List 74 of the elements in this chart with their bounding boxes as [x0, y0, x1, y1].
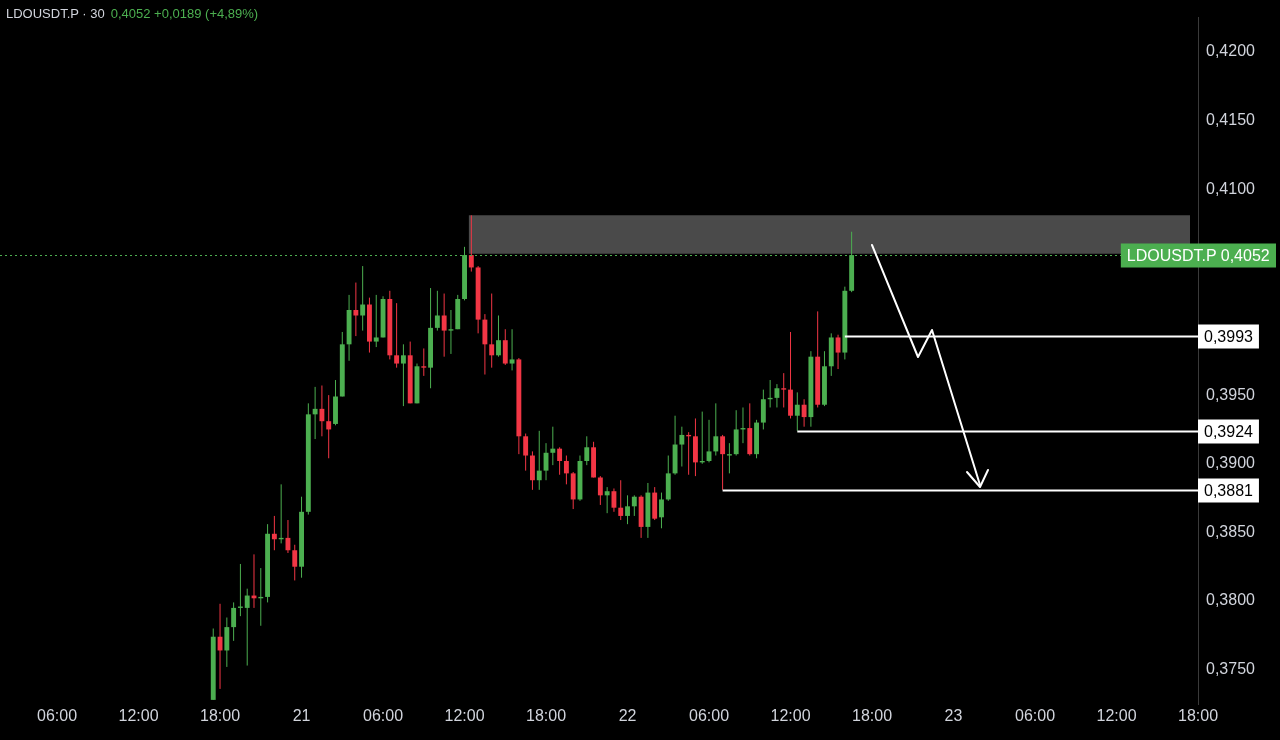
- candlestick: [597, 475, 603, 506]
- ref-line-label: 0,3993: [1204, 327, 1254, 345]
- x-tick-label: 06:00: [37, 707, 78, 725]
- candlestick: [720, 434, 726, 491]
- candlestick: [659, 492, 664, 529]
- candlestick: [794, 391, 800, 432]
- x-tick-label: 12:00: [444, 707, 485, 725]
- candlestick: [713, 402, 719, 457]
- candlestick: [611, 487, 617, 513]
- candlestick: [679, 426, 685, 468]
- candlestick: [326, 394, 332, 459]
- candlestick: [319, 385, 325, 437]
- x-tick-label: 18:00: [526, 707, 567, 725]
- candlestick: [421, 347, 427, 377]
- candlestick: [434, 290, 440, 332]
- candlestick: [618, 479, 624, 521]
- y-tick-label: 0,3850: [1206, 522, 1256, 540]
- y-tick-label: 0,3950: [1206, 385, 1256, 403]
- x-tick-label: 23: [944, 707, 963, 725]
- candlestick: [360, 265, 366, 332]
- candlestick: [760, 389, 766, 430]
- x-tick-label: 06:00: [363, 707, 404, 725]
- candlestick: [631, 494, 637, 517]
- y-tick-label: 0,3900: [1206, 454, 1256, 472]
- candlestick: [353, 282, 359, 337]
- candlestick: [509, 328, 515, 371]
- candlestick: [224, 617, 230, 668]
- candlestick: [604, 486, 610, 514]
- candlestick: [523, 433, 529, 472]
- candlestick: [584, 435, 590, 466]
- y-tick-label: 0,3750: [1206, 660, 1256, 678]
- candlestick: [312, 386, 318, 440]
- x-tick-label: 22: [618, 707, 637, 725]
- candlestick: [550, 426, 556, 466]
- candlestick: [468, 214, 474, 273]
- ref-line-label: LDOUSDT.P 0,4052: [1126, 246, 1270, 264]
- candlestick: [373, 294, 379, 348]
- candlestick: [774, 383, 780, 408]
- y-tick-label: 0,4100: [1206, 179, 1256, 197]
- x-tick-label: 12:00: [1096, 707, 1137, 725]
- candlestick: [801, 398, 807, 428]
- candlestick: [489, 293, 495, 369]
- candlestick: [441, 293, 447, 358]
- x-tick-label: 18:00: [200, 707, 241, 725]
- chart-title: LDOUSDT.P · 30: [6, 6, 105, 21]
- candlestick: [557, 446, 563, 476]
- x-tick-label: 06:00: [689, 707, 730, 725]
- x-tick-label: 06:00: [1014, 707, 1056, 725]
- chart-subtitle: 0,4052 +0,0189 (+4,89%): [110, 6, 259, 21]
- candlestick: [394, 302, 400, 369]
- y-tick-label: 0,3800: [1206, 591, 1256, 609]
- candlestick: [448, 309, 454, 355]
- candlestick: [536, 430, 542, 491]
- ref-line-label: 0,3881: [1204, 481, 1254, 499]
- x-tick-label: 18:00: [1177, 707, 1219, 725]
- x-tick-label: 12:00: [770, 707, 811, 725]
- candlestick: [244, 588, 250, 667]
- candlestick: [781, 372, 787, 408]
- candlestick: [231, 601, 237, 642]
- candlestick: [563, 455, 569, 485]
- candlestick: [726, 442, 732, 474]
- candlestick: [271, 515, 277, 551]
- candlestick: [835, 334, 841, 370]
- x-tick-label: 12:00: [118, 707, 159, 725]
- candlestick: [502, 328, 508, 366]
- x-tick-label: 21: [292, 707, 311, 725]
- x-tick-label: 18:00: [851, 707, 893, 725]
- y-tick-label: 0,4200: [1206, 42, 1256, 60]
- candlestick: [400, 343, 406, 407]
- candlestick: [625, 494, 630, 525]
- candlestick: [292, 544, 298, 581]
- y-tick-label: 0,4150: [1206, 110, 1256, 128]
- candlestick: [496, 315, 501, 358]
- ref-line-label: 0,3924: [1204, 422, 1254, 440]
